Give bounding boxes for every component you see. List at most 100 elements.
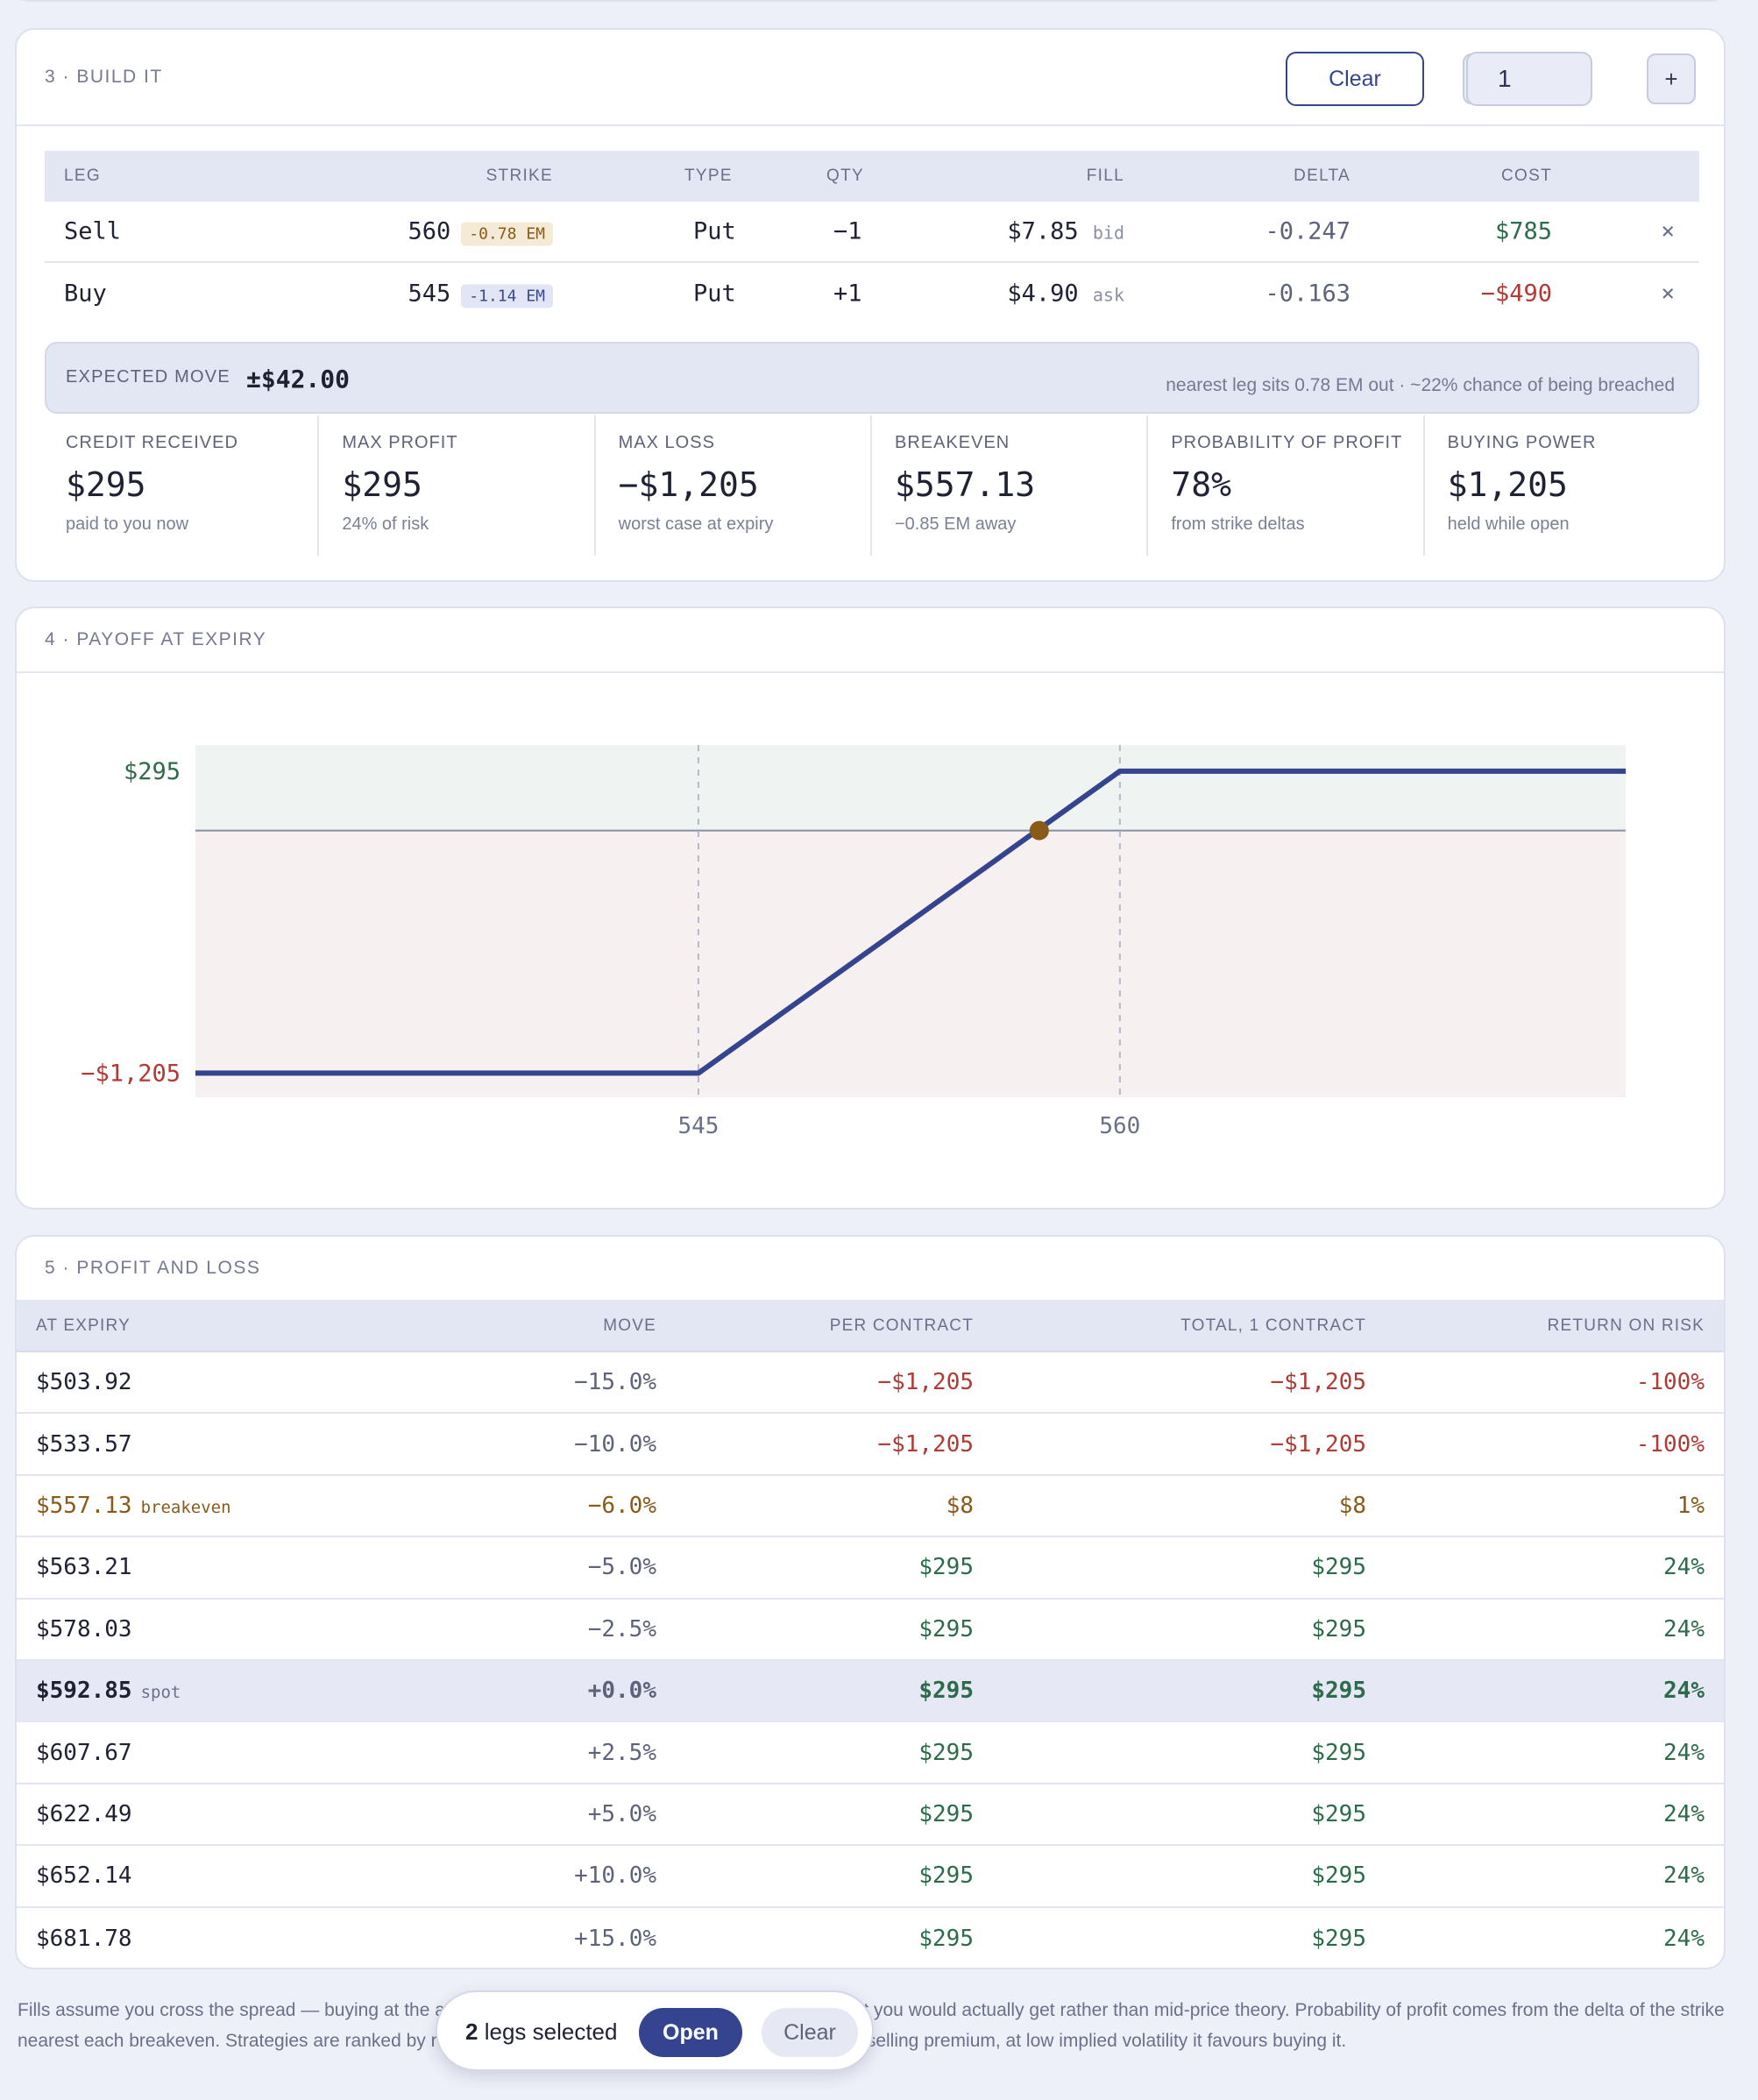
stat-label: PROBABILITY OF PROFIT [1171,433,1403,452]
stat-buying-power: BUYING POWER $1,205 held while open [1422,415,1699,556]
payoff-chart: $295 −$1,205 545 560 [81,745,1626,1139]
pnl-move: −2.5% [587,1615,656,1642]
remove-leg-button[interactable]: × [1661,218,1675,245]
clear-legs-button[interactable]: Clear [1286,52,1424,106]
pnl-header-bar: 5 · PROFIT AND LOSS [17,1237,1724,1302]
pnl-total: $295 [1311,1925,1366,1952]
pnl-move: −6.0% [587,1492,656,1519]
legs-table-header: LEG STRIKE TYPE QTY FILL DELTA COST [45,151,1699,202]
trade-stats: CREDIT RECEIVED $295 paid to you now MAX… [45,415,1699,556]
loss-zone [195,830,1626,1097]
clear-selection-button[interactable]: Clear [762,2008,858,2057]
leg-strike-cell: 560 -0.78 EM [408,217,553,246]
selection-label: legs selected [484,2018,618,2045]
pnl-move: +10.0% [574,1862,656,1890]
leg-cost: −$490 [1480,280,1552,308]
pnl-price-cell: $681.78 [36,1926,132,1952]
pnl-total: $8 [1338,1492,1366,1519]
selection-count-text: 2 legs selected [465,2018,617,2046]
pnl-per-contract: −$1,205 [877,1430,974,1458]
y-tick-label: $295 [124,758,181,785]
pnl-table-body: $503.92 −15.0% −$1,205 −$1,205 -100% $53… [17,1352,1724,1968]
pnl-move: −5.0% [587,1554,656,1581]
col-fill: FILL [1086,167,1124,185]
pnl-return-on-risk: 24% [1663,1739,1705,1766]
col-leg: LEG [64,167,101,185]
pnl-row-tag: spot [140,1683,181,1703]
leg-fill: $7.85 [1007,217,1079,245]
x-tick-label: 560 [1099,1113,1140,1139]
pnl-move: +2.5% [587,1739,656,1766]
selection-count: 2 [465,2018,478,2045]
pnl-price-cell: $557.13 breakeven [36,1493,231,1519]
pnl-price: $563.21 [36,1554,132,1581]
leg-type: Put [693,280,736,308]
stat-value: $557.13 [894,465,1036,504]
pnl-move: −15.0% [574,1369,656,1396]
pnl-total: $295 [1311,1615,1366,1642]
pnl-price: $607.67 [36,1739,132,1766]
x-tick-label: 545 [677,1113,719,1139]
footer-note: Fills assume you cross the spread — buyi… [18,2000,1725,2051]
leg-side: Buy [64,280,107,308]
stat-sub: −0.85 EM away [894,514,1017,534]
leg-fill-cell: $7.85 bid [1007,218,1124,245]
col-type: TYPE [684,167,733,185]
stat-sub: held while open [1447,514,1570,534]
pnl-total: $295 [1311,1800,1366,1827]
increase-quantity-button[interactable]: + [1647,53,1696,104]
pnl-price: $578.03 [36,1615,132,1642]
leg-qty: +1 [833,280,862,308]
stat-sub: paid to you now [66,514,189,534]
pnl-row: $592.85 spot +0.0% $295 $295 24% [17,1660,1724,1723]
col-qty: QTY [826,167,864,185]
pnl-total: $295 [1311,1862,1366,1890]
leg-qty: −1 [833,217,862,245]
pnl-return-on-risk: 24% [1663,1678,1705,1705]
pnl-title: 5 · PROFIT AND LOSS [45,1258,261,1278]
breakeven-marker [1029,820,1049,841]
leg-type: Put [693,217,736,245]
stat-value: −$1,205 [618,465,759,504]
open-position-button[interactable]: Open [639,2008,742,2057]
pnl-row: $563.21 −5.0% $295 $295 24% [17,1537,1724,1600]
legs-table: LEG STRIKE TYPE QTY FILL DELTA COST Sell… [45,151,1699,324]
y-tick-label: −$1,205 [81,1060,181,1087]
stat-sub: 24% of risk [342,514,429,534]
selection-bar: 2 legs selected Open Clear [436,1990,874,2071]
pnl-row-tag: breakeven [140,1497,231,1517]
pnl-table-header: AT EXPIRY MOVE PER CONTRACT TOTAL, 1 CON… [17,1302,1724,1352]
quantity-input[interactable]: 1 [1466,52,1592,106]
pnl-per-contract: $295 [918,1925,974,1952]
pnl-return-on-risk: 24% [1663,1554,1705,1581]
pnl-row: $607.67 +2.5% $295 $295 24% [17,1722,1724,1784]
stat-value: $1,205 [1447,465,1568,504]
pnl-row: $652.14 +10.0% $295 $295 24% [17,1846,1724,1908]
col-return-on-risk: RETURN ON RISK [1547,1316,1705,1335]
pnl-price: $592.85 [36,1678,132,1705]
stat-label: BUYING POWER [1447,433,1597,452]
pnl-return-on-risk: 1% [1676,1492,1705,1519]
pnl-price-cell: $563.21 [36,1554,132,1580]
leg-strike: 560 [408,217,451,245]
pnl-price-cell: $578.03 [36,1616,132,1642]
pnl-return-on-risk: -100% [1635,1430,1705,1458]
pnl-price: $681.78 [36,1925,132,1952]
stat-label: MAX LOSS [618,433,715,452]
col-at-expiry: AT EXPIRY [36,1316,131,1335]
expected-move-bar: EXPECTED MOVE ±$42.00 nearest leg sits 0… [45,342,1699,414]
profit-zone [195,745,1626,831]
leg-em-badge: -1.14 EM [461,284,553,309]
pnl-per-contract: $295 [918,1739,974,1766]
pnl-total: $295 [1311,1739,1366,1766]
col-delta: DELTA [1294,167,1350,185]
pnl-move: +5.0% [587,1800,656,1827]
pnl-per-contract: $8 [946,1492,974,1519]
pnl-card: 5 · PROFIT AND LOSS AT EXPIRY MOVE PER C… [15,1235,1726,1969]
pnl-total: −$1,205 [1270,1430,1366,1458]
pnl-price-cell: $503.92 [36,1369,132,1395]
pnl-row: $681.78 +15.0% $295 $295 24% [17,1908,1724,1968]
remove-leg-button[interactable]: × [1661,280,1675,307]
pnl-move: +15.0% [574,1925,656,1952]
leg-delta: -0.247 [1265,217,1350,245]
